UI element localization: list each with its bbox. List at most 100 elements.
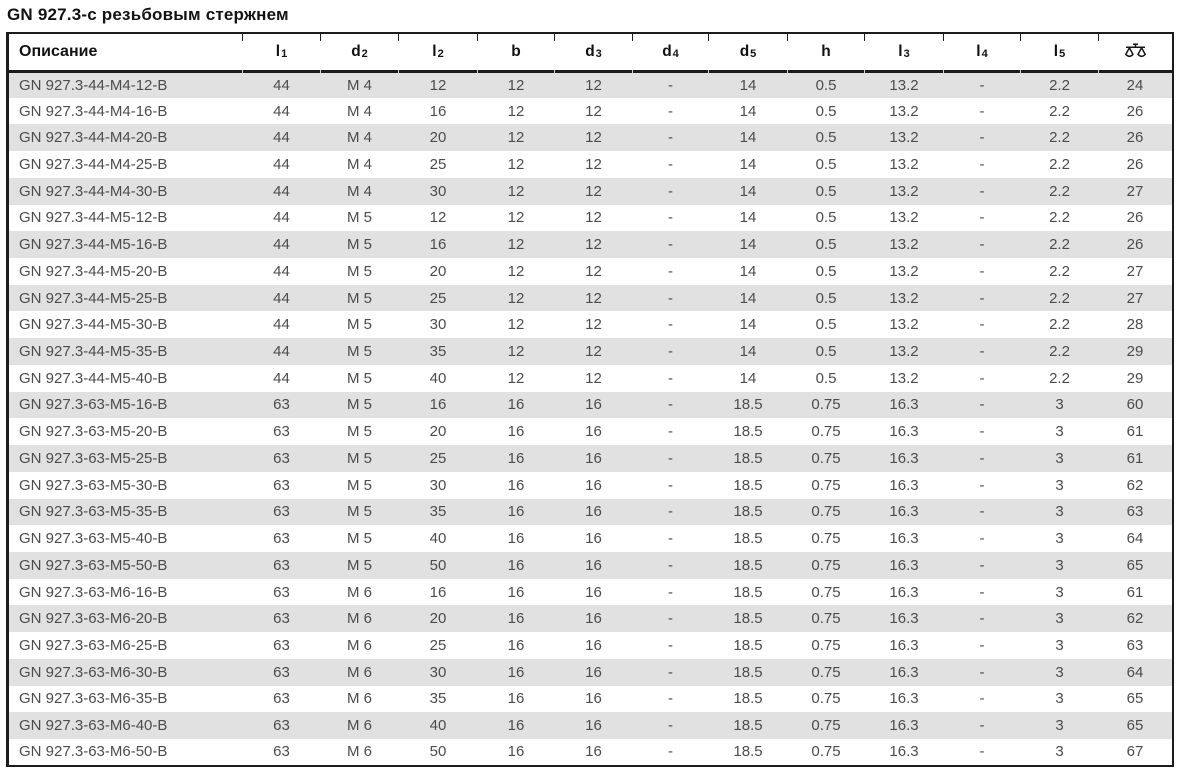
value-cell: 35: [429, 503, 447, 521]
value-cell: M 5: [346, 423, 372, 441]
value-cell: 16.3: [889, 449, 919, 467]
value-cell: 0.75: [811, 396, 841, 414]
column-header-d3: d3: [553, 33, 633, 73]
value-cell: 16: [429, 583, 447, 601]
column-header-d5: d5: [707, 33, 788, 73]
value-cell: 0.75: [811, 556, 841, 574]
table-row[interactable]: GN 927.3-44-M4-25-B 44 M 4 25 12 12 - 14 0.5 13.2…: [7, 151, 1173, 178]
value-cell: 2.2: [1049, 262, 1070, 280]
value-cell: 16: [507, 743, 525, 761]
table-row[interactable]: GN 927.3-63-M5-20-B 63 M 5 20 16 16 - 18.5 0.75 1…: [7, 418, 1173, 446]
table-row[interactable]: GN 927.3-63-M6-16-B 63 M 6 16 16 16 - 18.5 0.75 1…: [7, 578, 1173, 606]
value-cell: -: [668, 156, 673, 174]
table-row[interactable]: GN 927.3-63-M6-25-B 63 M 6 25 16 16 - 18.5 0.75 1…: [7, 632, 1173, 659]
value-cell: 16.3: [889, 636, 919, 654]
table-row[interactable]: GN 927.3-63-M6-20-B 63 M 6 20 16 16 - 18.5 0.75 1…: [7, 605, 1173, 633]
value-cell: -: [979, 343, 985, 361]
value-cell: M 6: [346, 743, 372, 761]
table-row[interactable]: GN 927.3-44-M4-30-B 44 M 4 30 12 12 - 14 0.5 13.2…: [7, 177, 1173, 205]
value-cell: 2.2: [1049, 102, 1070, 120]
value-cell: 44: [273, 343, 290, 361]
value-cell: 13.2: [889, 182, 919, 200]
table-row[interactable]: GN 927.3-63-M6-40-B 63 M 6 40 16 16 - 18.5 0.75 1…: [7, 712, 1173, 739]
value-cell: 14: [739, 236, 757, 254]
table-row[interactable]: GN 927.3-44-M5-25-B 44 M 5 25 12 12 - 14 0.5 13.2…: [7, 284, 1173, 312]
value-cell: 16: [585, 636, 602, 654]
table-row[interactable]: GN 927.3-44-M5-35-B 44 M 5 35 12 12 - 14 0.5 13.2…: [7, 338, 1173, 365]
value-cell: 12: [585, 156, 602, 174]
column-header-description: Описание: [7, 33, 243, 73]
table-row[interactable]: GN 927.3-63-M5-35-B 63 M 5 35 16 16 - 18.5 0.75 1…: [7, 498, 1173, 526]
table-row[interactable]: GN 927.3-63-M6-50-B 63 M 6 50 16 16 - 18.5 0.75 1…: [7, 738, 1173, 766]
value-cell: 12: [507, 289, 525, 307]
table-row[interactable]: GN 927.3-44-M4-12-B 44 M 4 12 12 12 - 14 0.5 13.2…: [7, 71, 1173, 98]
value-cell: 2.2: [1049, 156, 1070, 174]
value-cell: 14: [739, 182, 757, 200]
table-row[interactable]: GN 927.3-63-M6-35-B 63 M 6 35 16 16 - 18.5 0.75 1…: [7, 685, 1173, 713]
value-cell: 13.2: [889, 236, 919, 254]
table-row[interactable]: GN 927.3-44-M5-16-B 44 M 5 16 12 12 - 14 0.5 13.2…: [7, 231, 1173, 259]
value-cell: -: [979, 396, 985, 414]
value-cell: 44: [273, 316, 290, 334]
value-cell: -: [668, 343, 673, 361]
value-cell: M 4: [346, 76, 372, 94]
value-cell: 16: [507, 449, 525, 467]
value-cell: M 5: [346, 556, 372, 574]
value-cell: 13.2: [889, 369, 919, 387]
table-row[interactable]: GN 927.3-63-M5-30-B 63 M 5 30 16 16 - 18.5 0.75 1…: [7, 471, 1173, 499]
value-cell: 18.5: [733, 690, 763, 708]
value-cell: 3: [1055, 530, 1064, 548]
table-row[interactable]: GN 927.3-44-M5-30-B 44 M 5 30 12 12 - 14 0.5 13.2…: [7, 311, 1173, 339]
description-cell: GN 927.3-44-M5-16-B: [19, 236, 168, 254]
value-cell: 0.5: [815, 129, 837, 147]
description-cell: GN 927.3-63-M5-30-B: [19, 476, 168, 494]
value-cell: -: [979, 663, 985, 681]
value-cell: 18.5: [733, 556, 763, 574]
value-cell: M 5: [346, 369, 372, 387]
value-cell: 16.3: [889, 423, 919, 441]
value-cell: 3: [1055, 583, 1064, 601]
value-cell: 3: [1055, 690, 1064, 708]
value-cell: 26: [1126, 129, 1144, 147]
table-row[interactable]: GN 927.3-44-M4-16-B 44 M 4 16 12 12 - 14 0.5 13.2…: [7, 97, 1173, 125]
value-cell: 16: [585, 530, 602, 548]
value-cell: -: [668, 663, 673, 681]
value-cell: 50: [429, 556, 447, 574]
value-cell: 14: [739, 289, 757, 307]
table-header-row: Описание l1 d2 l2 b d3 d4 d5 h l3 l4 l5: [7, 33, 1173, 73]
value-cell: 14: [739, 102, 757, 120]
table-row[interactable]: GN 927.3-63-M5-25-B 63 M 5 25 16 16 - 18.5 0.75 1…: [7, 445, 1173, 472]
value-cell: 40: [429, 717, 447, 735]
table-row[interactable]: GN 927.3-44-M5-40-B 44 M 5 40 12 12 - 14 0.5 13.2…: [7, 364, 1173, 392]
description-cell: GN 927.3-63-M6-30-B: [19, 663, 168, 681]
table-row[interactable]: GN 927.3-44-M4-20-B 44 M 4 20 12 12 - 14 0.5 13.2…: [7, 124, 1173, 152]
value-cell: 3: [1055, 503, 1064, 521]
value-cell: 0.5: [815, 182, 837, 200]
value-cell: 3: [1055, 556, 1064, 574]
value-cell: 12: [585, 209, 602, 227]
value-cell: 16.3: [889, 743, 919, 761]
parts-table: Описание l1 d2 l2 b d3 d4 d5 h l3 l4 l5 GN 927.3-44…: [6, 32, 1174, 767]
value-cell: 63: [273, 503, 290, 521]
value-cell: -: [979, 209, 985, 227]
table-row[interactable]: GN 927.3-63-M5-16-B 63 M 5 16 16 16 - 18.5 0.75 1…: [7, 391, 1173, 419]
value-cell: 3: [1055, 663, 1064, 681]
value-cell: 12: [429, 76, 447, 94]
table-row[interactable]: GN 927.3-44-M5-12-B 44 M 5 12 12 12 - 14 0.5 13.2…: [7, 204, 1173, 232]
value-cell: 13.2: [889, 76, 919, 94]
value-cell: 29: [1126, 369, 1144, 387]
value-cell: 16.3: [889, 476, 919, 494]
description-cell: GN 927.3-44-M4-20-B: [19, 129, 168, 147]
table-row[interactable]: GN 927.3-63-M6-30-B 63 M 6 30 16 16 - 18.5 0.75 1…: [7, 658, 1173, 686]
table-row[interactable]: GN 927.3-63-M5-50-B 63 M 5 50 16 16 - 18.5 0.75 1…: [7, 551, 1173, 579]
value-cell: 0.5: [815, 289, 837, 307]
value-cell: 0.5: [815, 156, 837, 174]
table-row[interactable]: GN 927.3-44-M5-20-B 44 M 5 20 12 12 - 14 0.5 13.2…: [7, 258, 1173, 285]
value-cell: 13.2: [889, 156, 919, 174]
value-cell: 0.75: [811, 583, 841, 601]
value-cell: 2.2: [1049, 316, 1070, 334]
table-row[interactable]: GN 927.3-63-M5-40-B 63 M 5 40 16 16 - 18.5 0.75 1…: [7, 525, 1173, 552]
value-cell: 63: [273, 396, 290, 414]
value-cell: 16: [585, 717, 602, 735]
